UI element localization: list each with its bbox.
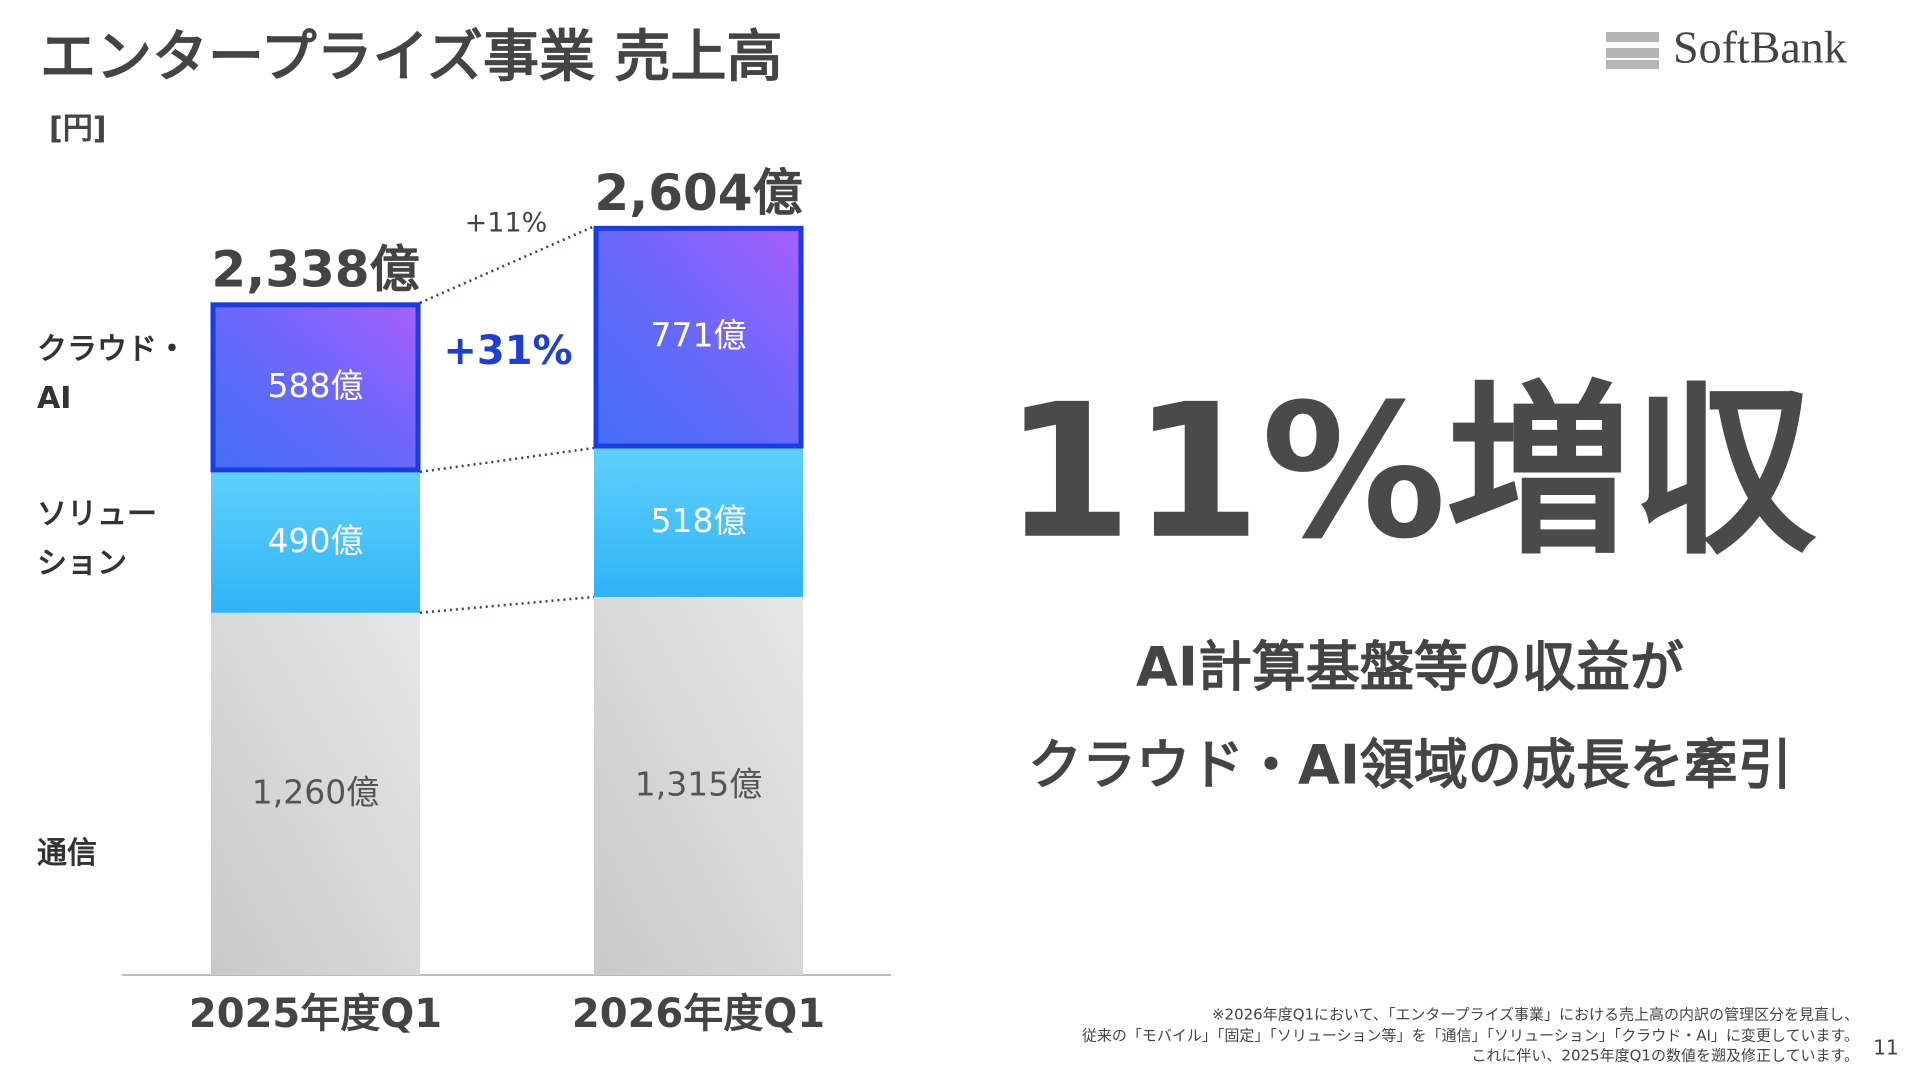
subtext: AI計算基盤等の収益が xyxy=(1136,636,1684,699)
legend-label: 通信 xyxy=(37,836,97,871)
total-label: 2,604億 xyxy=(594,164,802,222)
bar-shade xyxy=(211,612,420,975)
data-label: 1,260億 xyxy=(252,772,379,811)
data-label: 490億 xyxy=(268,521,364,560)
data-label: 1,315億 xyxy=(635,764,762,803)
logo: SoftBank xyxy=(1673,22,1847,73)
bar-shade xyxy=(211,471,420,613)
connector xyxy=(419,225,595,304)
unit-label: [円] xyxy=(49,112,106,147)
legend-label: ソリューション xyxy=(37,497,157,581)
logo-bar xyxy=(1606,32,1659,42)
chart-title: エンタープライズ事業 売上高 xyxy=(40,25,782,90)
headline: 11%増収 xyxy=(1004,364,1817,580)
x-tick-label: 2026年度Q1 xyxy=(572,991,825,1037)
data-label: 518億 xyxy=(651,501,747,540)
bar-edge xyxy=(210,302,421,473)
bar-shade xyxy=(211,302,420,472)
connector xyxy=(419,595,595,614)
legend-label: クラウド・AI xyxy=(37,332,187,416)
data-label: 588億 xyxy=(268,366,364,405)
annotation: +11% xyxy=(465,208,548,239)
footnote: 従来の「モバイル」「固定」「ソリューション等」を「通信」「ソリューション」「クラ… xyxy=(1082,1027,1859,1045)
subtext: クラウド・AI領域の成長を牽引 xyxy=(1028,734,1792,797)
footnote: ※2026年度Q1において、「エンタープライズ事業」における売上高の内訳の管理区… xyxy=(1212,1006,1859,1024)
logo-bar xyxy=(1606,60,1659,69)
logo-bar xyxy=(1606,48,1659,58)
annotation: +31% xyxy=(443,328,572,374)
total-label: 2,338億 xyxy=(211,240,419,298)
bar-shade xyxy=(594,596,803,975)
data-label: 771億 xyxy=(651,316,747,355)
x-tick-label: 2025年度Q1 xyxy=(189,991,442,1037)
bar-edge xyxy=(593,225,804,449)
bar-shade xyxy=(594,448,803,597)
bar-shade xyxy=(594,226,803,449)
connector xyxy=(419,446,595,474)
page-number: 11 xyxy=(1873,1036,1898,1060)
footnote: これに伴い、2025年度Q1の数値を遡及修正しています。 xyxy=(1471,1047,1859,1065)
